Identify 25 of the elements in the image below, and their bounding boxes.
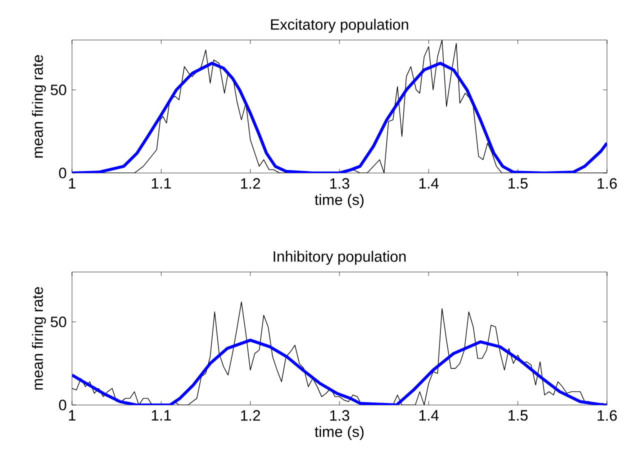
y-tick-label: 50 xyxy=(50,316,66,328)
x-tick-label: 1.2 xyxy=(241,178,260,189)
y-axis-title: mean firing rate xyxy=(32,287,46,390)
y-tick-label: 0 xyxy=(59,168,66,178)
x-tick-label: 1 xyxy=(68,410,76,421)
x-tick-label: 1.6 xyxy=(598,178,617,189)
x-tick-label: 1.3 xyxy=(330,178,350,189)
x-tick-label: 1.4 xyxy=(419,178,439,189)
x-tick-label: 1.1 xyxy=(152,178,171,189)
x-axis-title: time (s) xyxy=(314,194,364,208)
line-series xyxy=(72,338,607,405)
x-tick-label: 1.1 xyxy=(152,410,171,421)
x-tick-label: 1 xyxy=(68,178,76,189)
x-tick-label: 1.2 xyxy=(241,410,260,421)
y-tick-label: 50 xyxy=(50,84,66,96)
x-axis-title: time (s) xyxy=(314,426,364,440)
x-tick-label: 1.5 xyxy=(508,410,528,421)
x-tick-label: 1.4 xyxy=(419,410,439,421)
chart-title: Inhibitory population xyxy=(274,250,406,265)
x-tick-label: 1.3 xyxy=(330,410,350,421)
x-tick-label: 1.5 xyxy=(508,178,528,189)
chart-title: Excitatory population xyxy=(271,18,408,33)
y-axis-title: mean firing rate xyxy=(32,55,46,158)
y-tick-label: 0 xyxy=(59,400,66,410)
x-tick-label: 1.6 xyxy=(598,410,617,421)
